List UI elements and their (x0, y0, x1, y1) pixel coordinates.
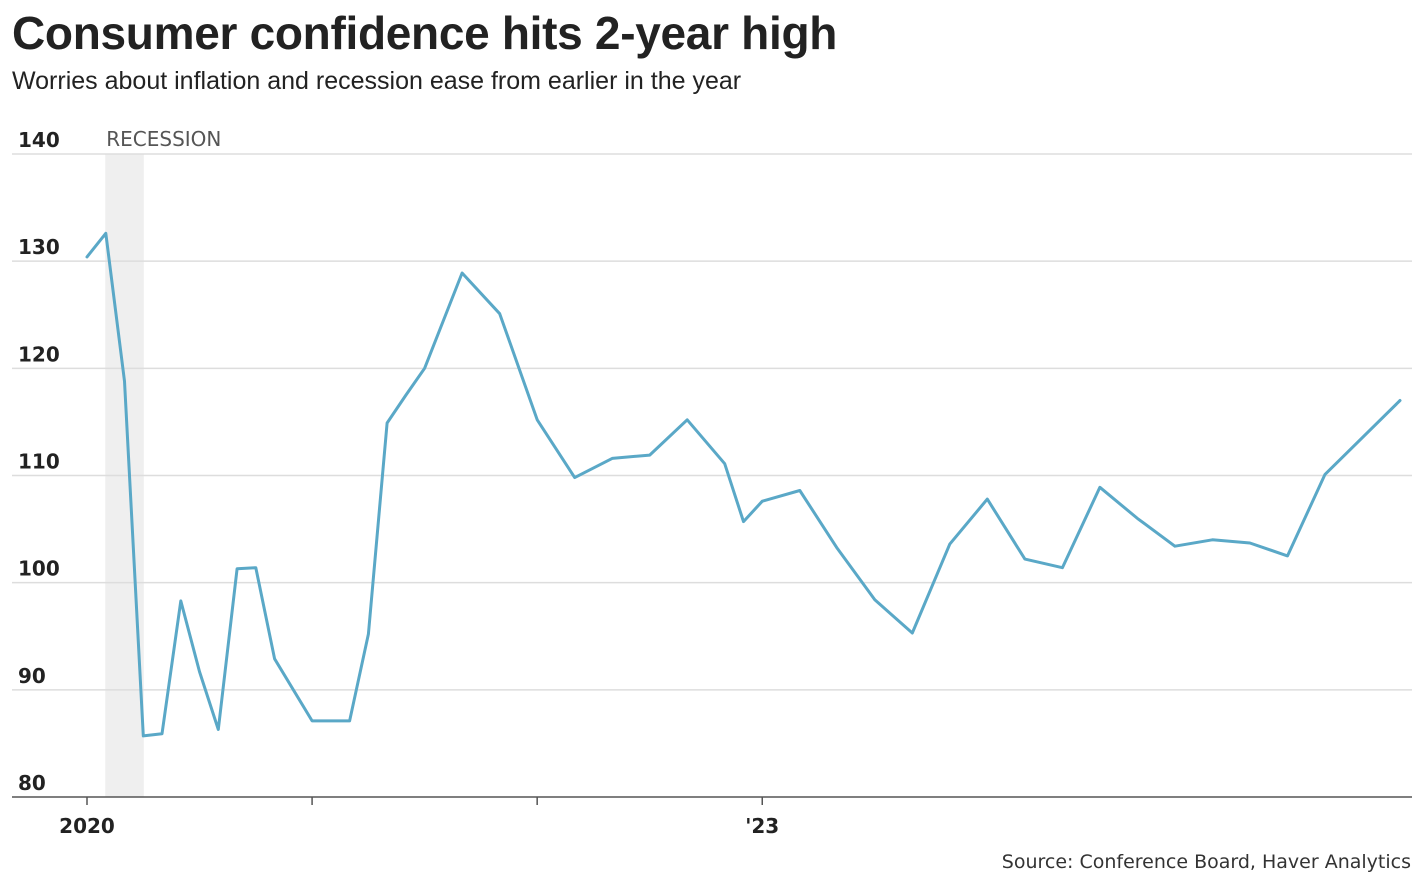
y-tick-label-90: 90 (18, 664, 46, 688)
recession-label: RECESSION (106, 127, 221, 151)
x-tick-label-0: 2020 (59, 814, 115, 838)
data-series (85, 231, 1402, 738)
chart-subtitle: Worries about inflation and recession ea… (12, 67, 742, 95)
x-axis: 2020 '23 (12, 796, 1412, 838)
series-line-0 (85, 231, 1402, 738)
y-axis-labels: 80 90 100 110 120 130 140 (18, 128, 60, 795)
y-tick-label-110: 110 (18, 450, 60, 474)
y-tick-label-140: 140 (18, 128, 60, 152)
x-tick-label-3: '23 (745, 814, 779, 838)
y-tick-label-100: 100 (18, 557, 60, 581)
y-tick-label-120: 120 (18, 342, 60, 366)
y-tick-label-130: 130 (18, 235, 60, 259)
y-tick-label-80: 80 (18, 771, 46, 795)
source-note: Source: Conference Board, Haver Analytic… (1001, 851, 1411, 873)
recession-band-group: RECESSION (105, 127, 221, 797)
chart-title: Consumer confidence hits 2-year high (12, 7, 838, 59)
gridlines (12, 153, 1412, 691)
